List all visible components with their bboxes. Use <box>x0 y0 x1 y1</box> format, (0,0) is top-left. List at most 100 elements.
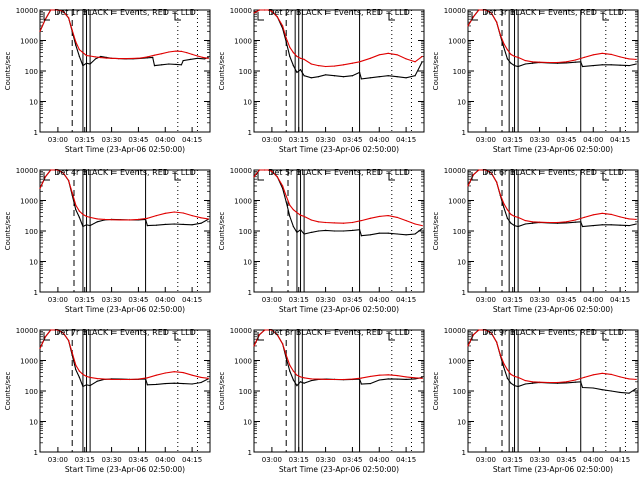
corner-bracket-left <box>43 12 50 21</box>
data-point-events <box>310 379 312 382</box>
data-point-events <box>581 386 584 389</box>
data-point-events <box>619 64 621 66</box>
y-tick-label: 1000 <box>448 358 466 366</box>
x-axis-ticks: 03:00 03:15 03:30 03:45 04:00 04:15 <box>476 10 630 144</box>
data-point-lld <box>103 218 106 221</box>
data-point-events <box>628 392 630 394</box>
series-line-events <box>39 9 209 67</box>
data-point-events <box>574 221 576 223</box>
x-tick-label: 03:30 <box>529 456 549 464</box>
data-point-lld <box>565 381 568 383</box>
data-point-lld <box>153 54 156 56</box>
x-axis-ticks: 03:00 03:15 03:30 03:45 04:00 04:15 <box>262 330 416 464</box>
y-tick-label: 1 <box>462 449 466 457</box>
data-point-lld <box>358 61 361 63</box>
data-point-events <box>324 74 327 76</box>
data-point-events <box>503 366 505 368</box>
data-point-lld <box>155 214 157 217</box>
x-axis-label: Start Time (23-Apr-06 02:50:00) <box>65 465 185 474</box>
data-point-lld <box>110 219 113 221</box>
data-point-events <box>296 385 298 387</box>
data-point-lld <box>103 378 106 380</box>
y-tick-label: 10000 <box>230 7 252 15</box>
data-point-events <box>387 232 389 234</box>
data-point-lld <box>396 216 398 218</box>
panel-title: Det 8r BLACK = Events, RED = LLD <box>268 328 410 337</box>
y-axis-label: Counts/sec <box>432 372 440 411</box>
data-point-lld <box>289 46 291 48</box>
data-point-events <box>182 59 184 62</box>
data-point-lld <box>78 370 80 372</box>
data-point-lld <box>610 373 612 376</box>
data-point-events <box>310 231 312 233</box>
data-point-events <box>628 225 630 227</box>
data-point-lld <box>369 217 371 219</box>
y-tick-label: 10 <box>243 419 252 427</box>
data-point-events <box>182 223 184 225</box>
x-tick-label: 04:15 <box>610 296 630 304</box>
data-point-events <box>89 225 91 227</box>
data-point-lld <box>324 221 327 224</box>
data-point-lld <box>378 215 380 218</box>
data-point-lld <box>175 50 177 52</box>
x-axis-label: Start Time (23-Apr-06 02:50:00) <box>279 145 399 154</box>
y-tick-label: 1 <box>34 289 38 297</box>
data-point-events <box>517 225 519 228</box>
series-group <box>253 169 423 237</box>
data-point-lld <box>71 192 73 194</box>
panel-title: Det 2r BLACK = Events, RED = LLD <box>268 8 410 17</box>
y-tick-label: 10000 <box>230 327 252 335</box>
data-point-events <box>610 224 612 226</box>
corner-bracket-right <box>602 172 609 181</box>
y-tick-label: 1000 <box>234 358 252 366</box>
y-tick-label: 10 <box>457 419 466 427</box>
data-point-lld <box>57 9 59 11</box>
y-tick-label: 10000 <box>444 7 466 15</box>
data-point-events <box>358 229 361 231</box>
plot-frame <box>467 9 639 133</box>
data-point-lld <box>68 179 70 182</box>
data-point-events <box>565 222 568 224</box>
corner-bracket-left <box>471 172 478 181</box>
data-point-events <box>506 377 508 379</box>
data-point-lld <box>276 176 278 178</box>
x-tick-label: 04:00 <box>369 136 389 144</box>
x-axis-label: Start Time (23-Apr-06 02:50:00) <box>65 145 185 154</box>
data-point-events <box>513 225 516 227</box>
y-tick-label: 10000 <box>16 327 38 335</box>
data-point-lld <box>292 52 294 54</box>
data-point-events <box>592 65 594 67</box>
y-axis-label: Counts/sec <box>218 372 226 411</box>
data-point-lld <box>592 54 594 56</box>
data-point-lld <box>499 33 501 35</box>
data-point-events <box>414 378 416 380</box>
y-tick-label: 10000 <box>444 327 466 335</box>
x-tick-label: 04:15 <box>396 136 416 144</box>
data-point-lld <box>119 219 122 221</box>
data-point-events <box>369 234 371 236</box>
data-point-lld <box>146 217 148 219</box>
panel-title: Det 6r BLACK = Events, RED = LLD <box>482 168 624 177</box>
data-point-lld <box>264 169 266 171</box>
data-point-lld <box>513 215 516 218</box>
data-point-lld <box>62 10 64 12</box>
data-point-lld <box>125 58 127 60</box>
y-tick-label: 1000 <box>448 38 466 46</box>
data-point-lld <box>360 377 362 379</box>
data-point-lld <box>360 219 362 222</box>
data-point-events <box>333 230 336 232</box>
data-point-lld <box>405 376 407 378</box>
data-point-lld <box>565 221 568 223</box>
x-axis-ticks: 03:00 03:15 03:30 03:45 04:00 04:15 <box>476 170 630 304</box>
data-point-lld <box>282 25 284 27</box>
y-tick-label: 100 <box>453 228 466 236</box>
series-line-events <box>467 169 637 228</box>
x-axis-label: Start Time (23-Apr-06 02:50:00) <box>493 465 613 474</box>
data-point-lld <box>180 50 182 52</box>
data-point-events <box>89 385 91 387</box>
data-point-lld <box>191 214 193 217</box>
corner-bracket-left <box>257 12 264 21</box>
y-tick-label: 10 <box>29 259 38 267</box>
data-point-lld <box>601 52 603 54</box>
series-line-events <box>467 329 637 394</box>
